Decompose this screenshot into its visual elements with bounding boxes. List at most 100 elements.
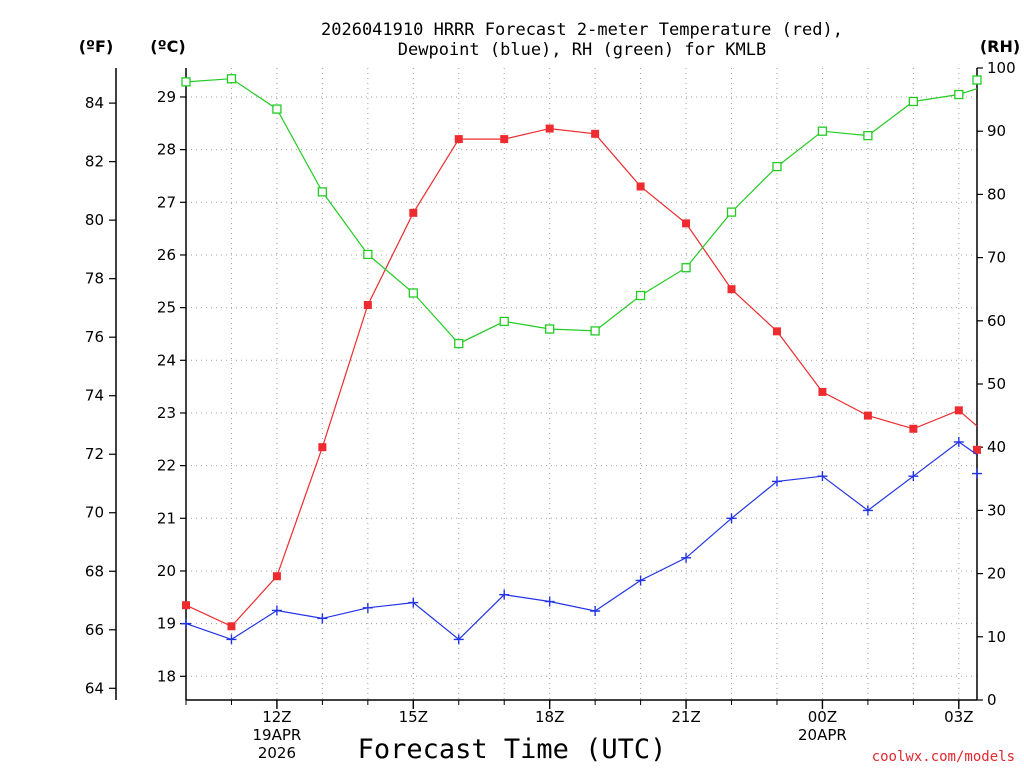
rh-tick-label: 20 bbox=[987, 565, 1006, 583]
fahrenheit-tick-label: 66 bbox=[85, 621, 104, 639]
celsius-tick-label: 19 bbox=[157, 615, 176, 633]
temperature-point bbox=[454, 135, 463, 144]
rh-point bbox=[908, 96, 919, 107]
celsius-tick-label: 28 bbox=[157, 141, 176, 159]
dewpoint-point bbox=[681, 552, 692, 563]
fahrenheit-tick-label: 82 bbox=[85, 153, 104, 171]
fahrenheit-tick-label: 84 bbox=[85, 94, 104, 112]
temperature-point bbox=[863, 411, 872, 420]
fahrenheit-tick-label: 70 bbox=[85, 504, 104, 522]
dewpoint-point bbox=[972, 468, 982, 479]
x-tick-label: 15Z bbox=[399, 708, 428, 726]
dewpoint-point bbox=[271, 605, 282, 616]
rh-tick-label: 40 bbox=[987, 438, 1006, 456]
rh-point bbox=[681, 263, 691, 273]
celsius-tick-label: 26 bbox=[157, 246, 176, 264]
rh-point bbox=[635, 290, 646, 301]
series-dewpoint bbox=[181, 436, 982, 645]
rh-point bbox=[499, 316, 509, 327]
rh-tick-label: 90 bbox=[987, 122, 1006, 140]
axes: 64 66 68 70 72 74 76 78 80 82 84 18 19 20 21 22 23 24 25 26… bbox=[85, 59, 1016, 762]
temperature-point bbox=[973, 445, 981, 454]
fahrenheit-tick-label: 78 bbox=[85, 270, 104, 288]
fahrenheit-tick-label: 76 bbox=[85, 328, 104, 346]
x-tick-label: 19APR bbox=[253, 726, 302, 744]
fahrenheit-tick-label: 64 bbox=[85, 679, 104, 697]
temperature-point bbox=[818, 387, 827, 396]
rh-point bbox=[317, 187, 328, 197]
rh-point bbox=[817, 126, 828, 136]
rh-point bbox=[954, 89, 964, 100]
dewpoint-point bbox=[726, 513, 737, 524]
series-layer bbox=[181, 74, 982, 645]
temperature-point bbox=[182, 601, 190, 610]
dewpoint-point bbox=[453, 634, 464, 645]
rh-point bbox=[863, 130, 873, 141]
dewpoint-point bbox=[317, 613, 328, 624]
rh-tick-label: 80 bbox=[987, 185, 1006, 203]
left-axis-unit-fahrenheit: (ºF) bbox=[79, 37, 114, 56]
temperature-point bbox=[545, 124, 554, 133]
dewpoint-point bbox=[908, 471, 919, 482]
celsius-tick-label: 22 bbox=[157, 457, 176, 475]
dewpoint-point bbox=[635, 575, 646, 586]
rh-point bbox=[726, 207, 737, 217]
temperature-point bbox=[636, 182, 645, 191]
rh-point bbox=[272, 104, 282, 114]
temperature-point bbox=[272, 572, 281, 581]
dewpoint-point bbox=[590, 605, 601, 616]
temperature-point bbox=[909, 424, 918, 433]
fahrenheit-tick-label: 68 bbox=[85, 562, 104, 580]
dewpoint-point bbox=[771, 476, 782, 487]
rh-point bbox=[772, 161, 782, 172]
rh-tick-label: 50 bbox=[987, 375, 1006, 393]
celsius-tick-label: 23 bbox=[157, 404, 176, 422]
x-tick-label: 00Z bbox=[808, 708, 837, 726]
rh-tick-label: 100 bbox=[987, 59, 1016, 77]
dewpoint-point bbox=[817, 471, 828, 482]
temperature-point bbox=[682, 219, 691, 228]
celsius-tick-label: 21 bbox=[157, 509, 176, 527]
left-axis-unit-celsius: (ºC) bbox=[150, 37, 185, 56]
series-temperature bbox=[182, 124, 981, 631]
rh-tick-label: 0 bbox=[987, 691, 997, 709]
rh-tick-label: 30 bbox=[987, 501, 1006, 519]
rh-tick-label: 10 bbox=[987, 628, 1006, 646]
rh-line bbox=[185, 78, 978, 345]
celsius-tick-label: 27 bbox=[157, 193, 176, 211]
x-tick-label: 03Z bbox=[944, 708, 973, 726]
celsius-tick-label: 25 bbox=[157, 299, 176, 317]
fahrenheit-tick-label: 72 bbox=[85, 445, 104, 463]
celsius-tick-label: 29 bbox=[157, 88, 176, 106]
chart-title-line-2: Dewpoint (blue), RH (green) for KMLB bbox=[398, 40, 766, 60]
rh-point bbox=[972, 75, 982, 85]
dewpoint-point bbox=[226, 634, 237, 645]
rh-point bbox=[408, 288, 418, 298]
series-rh bbox=[181, 74, 982, 349]
dewpoint-point bbox=[408, 597, 419, 608]
chart-title-line-1: 2026041910 HRRR Forecast 2-meter Tempera… bbox=[321, 20, 843, 40]
right-axis-unit-rh: (RH) bbox=[980, 37, 1020, 56]
x-tick-label: 18Z bbox=[535, 708, 564, 726]
rh-tick-label: 70 bbox=[987, 249, 1006, 267]
dewpoint-point bbox=[362, 602, 373, 613]
dewpoint-line bbox=[185, 441, 978, 641]
titles: 2026041910 HRRR Forecast 2-meter Tempera… bbox=[79, 20, 1020, 765]
dewpoint-point bbox=[862, 505, 873, 516]
grid bbox=[185, 68, 977, 700]
rh-point bbox=[590, 326, 600, 336]
temperature-point bbox=[227, 622, 236, 631]
x-tick-label: 20APR bbox=[798, 726, 847, 744]
fahrenheit-tick-label: 80 bbox=[85, 211, 104, 229]
rh-point bbox=[545, 324, 555, 334]
x-tick-label: 12Z bbox=[262, 708, 291, 726]
x-tick-label: 21Z bbox=[671, 708, 700, 726]
x-axis-title: Forecast Time (UTC) bbox=[358, 734, 667, 765]
celsius-tick-label: 20 bbox=[157, 562, 176, 580]
dewpoint-point bbox=[499, 589, 510, 600]
temperature-point bbox=[363, 301, 372, 309]
celsius-tick-label: 18 bbox=[157, 667, 176, 685]
rh-tick-label: 60 bbox=[987, 312, 1006, 330]
temperature-point bbox=[318, 443, 327, 452]
rh-point bbox=[363, 249, 373, 260]
